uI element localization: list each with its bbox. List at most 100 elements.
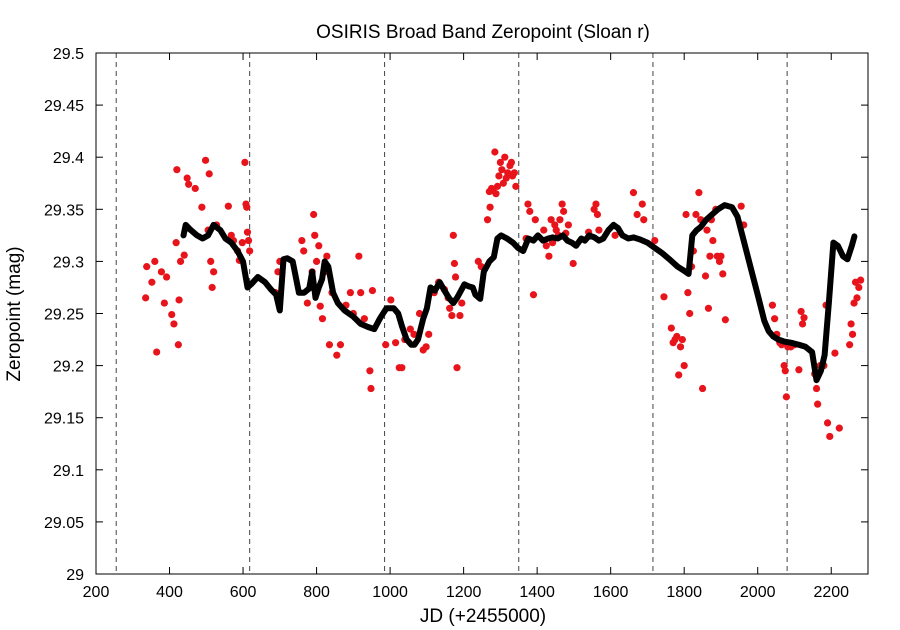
data-point (422, 343, 430, 351)
x-tick-label: 1600 (593, 584, 629, 601)
data-point (633, 210, 641, 219)
data-point (846, 341, 854, 349)
data-point (311, 231, 319, 239)
data-point (814, 400, 822, 408)
x-tick-label: 1800 (666, 584, 702, 601)
data-point (346, 289, 354, 297)
data-point (611, 231, 619, 239)
data-point (210, 268, 218, 276)
trend-line-layer (180, 202, 858, 384)
data-point (692, 210, 700, 219)
data-point (848, 330, 857, 338)
data-point (157, 268, 166, 276)
data-point (698, 384, 707, 393)
data-point (180, 251, 188, 259)
data-point (651, 236, 659, 245)
data-point (564, 221, 572, 229)
data-point (857, 276, 865, 284)
data-point (451, 273, 460, 281)
data-point (244, 236, 253, 245)
data-point (243, 228, 252, 236)
data-point (198, 203, 206, 211)
data-point (593, 210, 602, 219)
data-point (531, 216, 539, 224)
data-point (176, 257, 185, 265)
data-point (491, 148, 499, 156)
y-tick-label: 29.25 (44, 307, 84, 324)
data-point (333, 351, 341, 359)
data-point (367, 384, 375, 393)
data-point (823, 419, 832, 427)
data-point (493, 182, 502, 190)
y-tick-label: 29 (66, 567, 84, 584)
data-point (224, 202, 232, 210)
data-point (547, 216, 555, 224)
y-tick-label: 29.05 (44, 515, 84, 532)
data-point (160, 299, 168, 307)
data-point (737, 202, 745, 210)
data-point (682, 210, 690, 219)
data-point (310, 210, 318, 219)
data-point (826, 432, 834, 441)
data-point (831, 349, 839, 357)
data-point (243, 203, 251, 211)
data-point (456, 311, 464, 320)
y-tick-label: 29.45 (44, 98, 84, 115)
data-point (835, 424, 843, 432)
data-point (638, 200, 646, 208)
data-point (143, 263, 151, 271)
data-point (448, 311, 456, 320)
y-tick-label: 29.15 (44, 411, 84, 428)
data-point (446, 304, 454, 312)
y-tick-label: 29.1 (53, 463, 84, 480)
data-point (507, 158, 516, 167)
data-point (558, 200, 566, 208)
data-point (853, 294, 861, 302)
data-point (450, 259, 459, 268)
data-point (512, 182, 520, 190)
data-point (701, 272, 710, 280)
x-tick-label: 1400 (519, 584, 555, 601)
data-point (312, 257, 321, 265)
data-point (695, 189, 703, 197)
data-point (768, 301, 777, 309)
data-point (798, 320, 807, 328)
data-point (368, 286, 377, 295)
data-point (498, 166, 506, 174)
data-point (540, 226, 548, 234)
data-point (673, 332, 681, 341)
data-point (336, 341, 345, 349)
data-point (174, 341, 182, 349)
data-point (721, 316, 729, 324)
plot-frame (95, 52, 869, 575)
data-point (241, 158, 249, 167)
data-point (667, 324, 675, 332)
data-point (680, 362, 688, 370)
data-point (686, 309, 694, 318)
x-tick-label: 2000 (740, 584, 776, 601)
data-point (510, 169, 518, 177)
data-point (709, 236, 717, 245)
data-point (201, 156, 210, 164)
data-point (501, 153, 509, 161)
data-point (398, 364, 406, 372)
data-point (545, 252, 553, 260)
y-tick-label: 29.2 (53, 359, 84, 376)
data-point (449, 231, 457, 239)
trend-line (180, 202, 858, 384)
vertical-dashed-lines (115, 53, 788, 574)
data-point (526, 207, 534, 215)
data-point (771, 315, 779, 323)
data-point (191, 184, 199, 193)
data-point (678, 335, 686, 344)
y-tick-label: 29.4 (53, 150, 84, 167)
data-point (592, 200, 600, 208)
y-tick-label: 29.35 (44, 202, 84, 219)
data-point (719, 270, 727, 278)
data-point (782, 393, 790, 401)
data-point (316, 302, 324, 310)
data-point (323, 252, 331, 260)
x-axis-label: JD (+2455000) (420, 606, 546, 627)
data-point (855, 283, 863, 292)
